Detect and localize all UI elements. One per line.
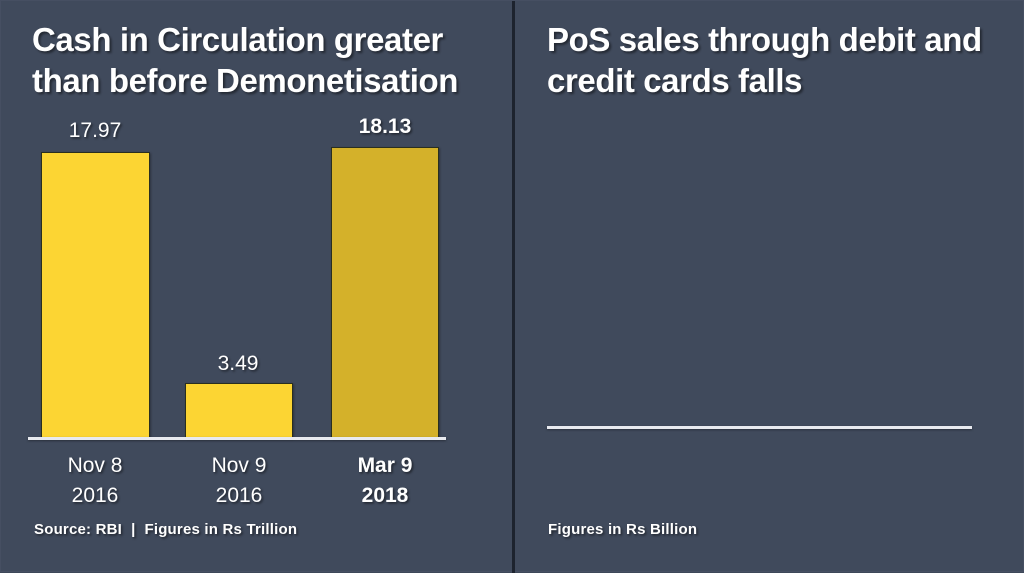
x-tick-label: Nov 8 2016 — [67, 454, 123, 508]
footnote-units: Figures in Rs Trillion — [144, 521, 298, 538]
page-title-right: PoS sales through debit and credit cards… — [547, 21, 982, 100]
x-axis-line — [28, 437, 446, 440]
bar-value-label: 18.13 — [358, 115, 412, 138]
footnote-source: Source: RBI — [34, 521, 123, 538]
panel-cash-in-circulation: Cash in Circulation greater than before … — [1, 1, 512, 571]
bar-mar-9-2018 — [331, 147, 439, 438]
x-tick-label: Mar 9 2018 — [357, 454, 413, 508]
bar-value-label: 17.97 — [68, 119, 122, 142]
chart-cash-in-circulation: 17.97 3.49 18.13 Nov 8 2016 Nov 9 2016 M… — [1, 1, 513, 573]
x-axis-line — [547, 426, 972, 429]
chart-pos-sales: 530 465 Oct 2017 Feb 2018 — [512, 1, 1024, 573]
page-title-left: Cash in Circulation greater than before … — [32, 21, 458, 100]
bar-nov-8-2016 — [41, 152, 150, 438]
panel-pos-sales: PoS sales through debit and credit cards… — [512, 1, 1023, 571]
footnote-right: Figures in Rs Billion — [548, 521, 698, 538]
footnote-left: Source: RBI | Figures in Rs Trillion — [34, 521, 297, 538]
x-tick-label: Nov 9 2016 — [211, 454, 267, 508]
panel-divider — [512, 1, 515, 573]
bar-nov-9-2016 — [185, 383, 293, 438]
bar-value-label: 3.49 — [217, 352, 259, 375]
footnote-separator: | — [131, 521, 136, 538]
